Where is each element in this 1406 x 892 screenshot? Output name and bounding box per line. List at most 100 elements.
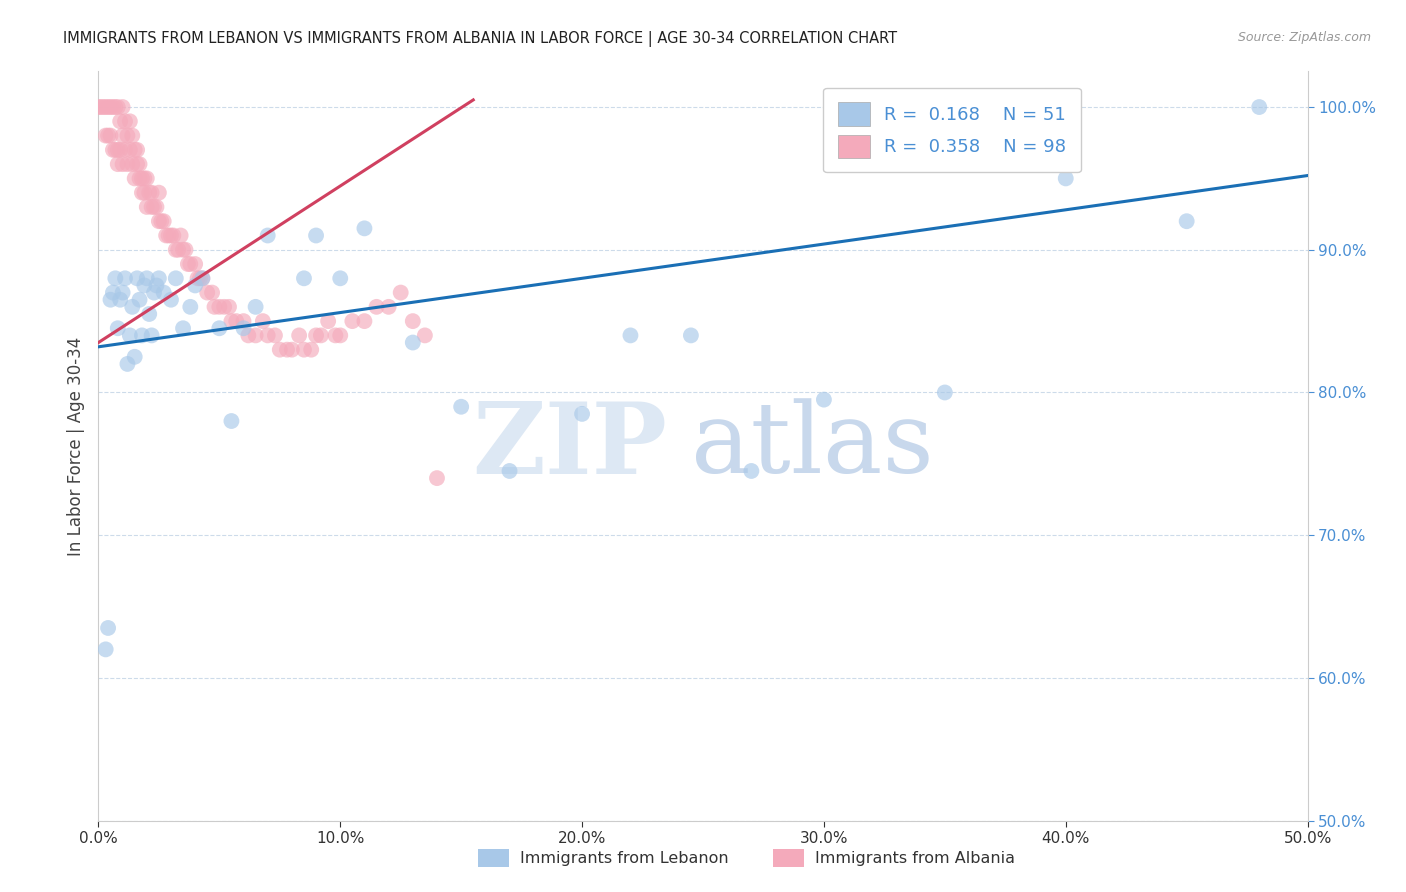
Text: Immigrants from Albania: Immigrants from Albania [815,851,1015,865]
Point [108,143,131,157]
Point [94,100,117,114]
Point [100,128,122,143]
Point [238,328,260,343]
Point [135,171,157,186]
Point [107,143,129,157]
Point [127,157,149,171]
Point [148,214,170,228]
Point [148,271,170,285]
Point [1175,214,1198,228]
Point [97,100,120,114]
Point [143,200,166,214]
Point [232,321,254,335]
Point [167,243,190,257]
Point [292,271,315,285]
Point [325,328,347,343]
Point [264,328,287,343]
Point [256,328,278,343]
Point [104,100,127,114]
Text: atlas: atlas [690,398,934,494]
Point [498,464,520,478]
Point [107,157,129,171]
Point [245,300,267,314]
Point [177,257,200,271]
Point [135,271,157,285]
Point [117,157,139,171]
Point [218,300,240,314]
Point [309,328,332,343]
Point [124,171,146,186]
Point [94,642,117,657]
Point [165,271,187,285]
Point [104,271,127,285]
Point [121,128,143,143]
Point [104,143,127,157]
Point [276,343,298,357]
Point [97,621,120,635]
Point [143,285,166,300]
Legend: R =  0.168    N = 51, R =  0.358    N = 98: R = 0.168 N = 51, R = 0.358 N = 98 [823,88,1081,172]
Point [679,328,702,343]
Point [292,343,315,357]
Point [299,343,322,357]
Point [252,314,274,328]
Point [191,271,214,285]
Point [135,200,157,214]
Point [225,314,247,328]
Text: Source: ZipAtlas.com: Source: ZipAtlas.com [1237,31,1371,45]
Y-axis label: In Labor Force | Age 30-34: In Labor Force | Age 30-34 [66,336,84,556]
Point [124,350,146,364]
Point [179,257,201,271]
Point [131,328,153,343]
Point [188,271,211,285]
Point [450,400,472,414]
Point [619,328,641,343]
Point [813,392,835,407]
Point [141,328,163,343]
Point [172,243,194,257]
Point [184,278,207,293]
Text: IMMIGRANTS FROM LEBANON VS IMMIGRANTS FROM ALBANIA IN LABOR FORCE | AGE 30-34 CO: IMMIGRANTS FROM LEBANON VS IMMIGRANTS FR… [63,31,897,47]
Point [208,321,231,335]
Point [329,271,352,285]
Point [141,200,163,214]
Point [127,143,149,157]
Point [94,128,117,143]
Point [87,100,110,114]
Point [329,328,352,343]
Point [155,228,177,243]
Point [1054,171,1077,186]
Point [269,343,291,357]
Point [195,285,218,300]
Point [1249,100,1271,114]
Point [100,100,122,114]
Point [138,186,160,200]
Point [245,328,267,343]
Point [402,314,425,328]
Point [141,186,163,200]
Point [114,114,136,128]
Point [152,285,174,300]
Text: ZIP: ZIP [472,398,666,494]
Point [138,307,160,321]
Point [148,186,170,200]
Point [389,285,412,300]
Point [101,143,124,157]
Point [128,171,150,186]
Point [107,100,129,114]
Point [134,278,156,293]
Point [90,100,112,114]
Point [118,114,141,128]
Point [366,300,388,314]
Point [281,343,304,357]
Point [172,321,194,335]
Point [221,314,243,328]
Point [342,314,364,328]
Point [117,357,139,371]
Point [413,328,436,343]
Point [121,157,143,171]
Point [934,385,956,400]
Point [127,271,149,285]
Point [353,314,375,328]
Point [107,321,129,335]
